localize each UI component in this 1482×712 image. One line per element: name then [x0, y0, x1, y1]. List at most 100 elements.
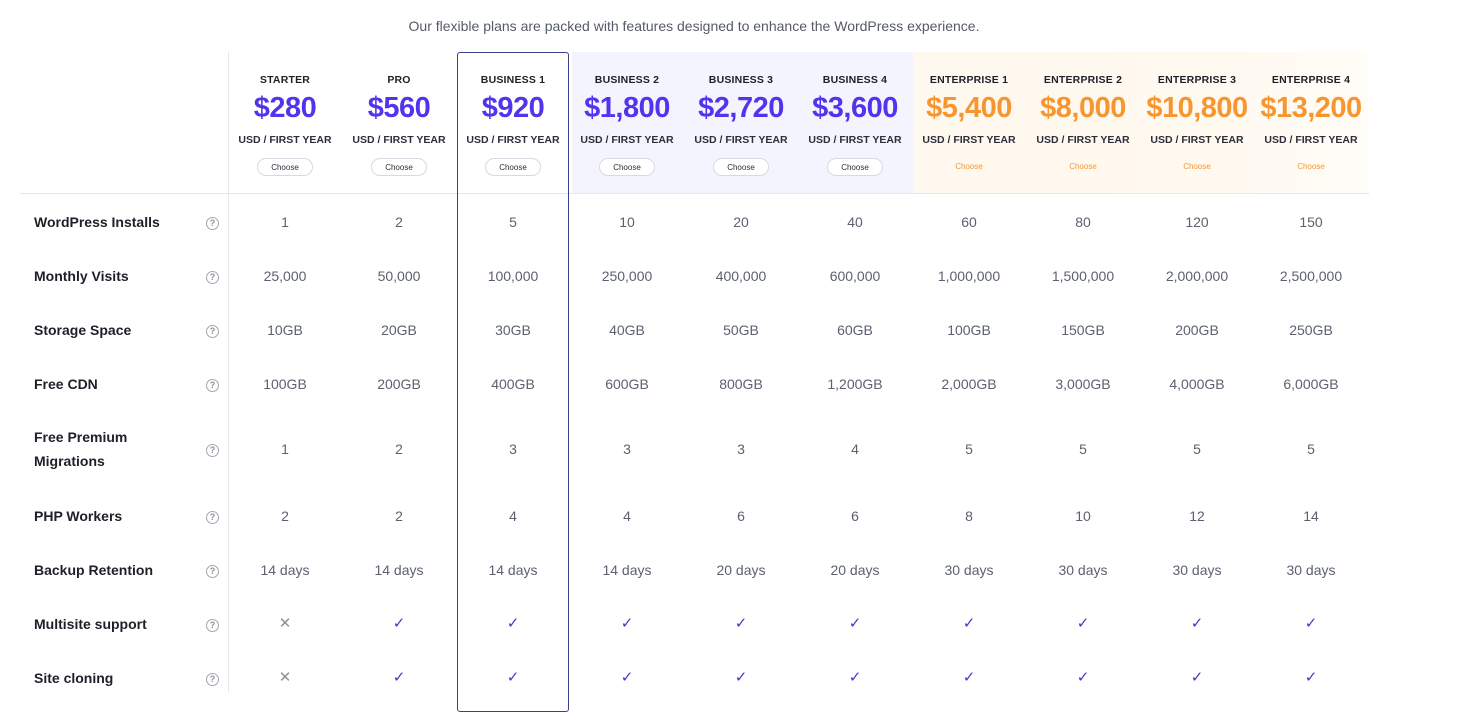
plan-name: ENTERPRISE 1: [929, 74, 1009, 86]
feature-row-php-workers: PHP Workers? 2 2 4 4 6 6 8 10 12 14: [0, 504, 1369, 528]
question-circle-icon[interactable]: ?: [206, 565, 219, 578]
feature-value: 2,000,000: [1165, 268, 1229, 284]
check-icon: ✓: [962, 615, 976, 632]
choose-starter-button[interactable]: Choose: [257, 158, 313, 176]
plan-business-1: BUSINESS 1 $920 USD / FIRST YEAR Choose: [456, 52, 570, 193]
feature-value: 50,000: [377, 268, 421, 284]
feature-value: 4: [851, 441, 859, 457]
plan-pro: PRO $560 USD / FIRST YEAR Choose: [342, 52, 456, 193]
question-circle-icon[interactable]: ?: [206, 379, 219, 392]
feature-value: 12: [1189, 508, 1205, 524]
plan-price: $560: [367, 92, 431, 124]
feature-label: Site cloning: [34, 670, 114, 686]
check-icon: ✓: [1076, 669, 1090, 686]
check-icon: ✓: [620, 615, 634, 632]
feature-value: 30 days: [1058, 562, 1108, 578]
plan-name: BUSINESS 2: [594, 74, 660, 86]
plan-period: USD / FIRST YEAR: [466, 134, 560, 146]
check-icon: ✓: [734, 615, 748, 632]
plan-period: USD / FIRST YEAR: [1150, 134, 1244, 146]
check-icon: ✓: [1076, 615, 1090, 632]
feature-value: 5: [1193, 441, 1201, 457]
feature-value: 200GB: [377, 376, 421, 392]
plan-period: USD / FIRST YEAR: [238, 134, 332, 146]
feature-value: 4: [623, 508, 631, 524]
plan-price: $920: [481, 92, 545, 124]
plan-name: STARTER: [259, 74, 311, 86]
feature-value: 5: [509, 214, 517, 230]
question-circle-icon[interactable]: ?: [206, 444, 219, 457]
feature-value: 8: [965, 508, 973, 524]
plan-name: BUSINESS 3: [708, 74, 774, 86]
check-icon: ✓: [848, 615, 862, 632]
plan-name: ENTERPRISE 2: [1043, 74, 1123, 86]
check-icon: ✓: [848, 669, 862, 686]
feature-value: 10: [619, 214, 635, 230]
choose-enterprise-1-button[interactable]: Choose: [941, 158, 997, 176]
choose-business-4-button[interactable]: Choose: [827, 158, 883, 176]
feature-value: 20 days: [716, 562, 766, 578]
choose-enterprise-4-button[interactable]: Choose: [1283, 158, 1339, 176]
feature-value: 600,000: [829, 268, 881, 284]
plan-enterprise-1: ENTERPRISE 1 $5,400 USD / FIRST YEAR Choose: [912, 52, 1026, 193]
plan-name: PRO: [387, 74, 411, 86]
cross-icon: ✕: [278, 615, 292, 632]
feature-value: 400GB: [491, 376, 535, 392]
feature-value: 50GB: [723, 322, 759, 338]
choose-business-3-button[interactable]: Choose: [713, 158, 769, 176]
choose-business-2-button[interactable]: Choose: [599, 158, 655, 176]
choose-enterprise-2-button[interactable]: Choose: [1055, 158, 1111, 176]
question-circle-icon[interactable]: ?: [206, 271, 219, 284]
plan-period: USD / FIRST YEAR: [922, 134, 1016, 146]
plan-period: USD / FIRST YEAR: [694, 134, 788, 146]
choose-business-1-button[interactable]: Choose: [485, 158, 541, 176]
feature-label: Storage Space: [34, 322, 132, 338]
plan-price: $10,800: [1146, 92, 1248, 124]
feature-value: 40GB: [609, 322, 645, 338]
feature-value: 120: [1185, 214, 1209, 230]
plan-business-2: BUSINESS 2 $1,800 USD / FIRST YEAR Choose: [570, 52, 684, 193]
plan-price: $8,000: [1040, 92, 1126, 124]
feature-value: 80: [1075, 214, 1091, 230]
feature-value: 3,000GB: [1055, 376, 1111, 392]
feature-value: 40: [847, 214, 863, 230]
feature-value: 250GB: [1289, 322, 1333, 338]
plan-name: ENTERPRISE 4: [1271, 74, 1351, 86]
question-circle-icon[interactable]: ?: [206, 673, 219, 686]
question-circle-icon[interactable]: ?: [206, 511, 219, 524]
plan-business-3: BUSINESS 3 $2,720 USD / FIRST YEAR Choose: [684, 52, 798, 193]
question-circle-icon[interactable]: ?: [206, 217, 219, 230]
plan-name: BUSINESS 1: [480, 74, 546, 86]
feature-value: 20: [733, 214, 749, 230]
feature-value: 4: [509, 508, 517, 524]
check-icon: ✓: [1190, 615, 1204, 632]
feature-row-backup-retention: Backup Retention? 14 days 14 days 14 days 14…: [0, 558, 1369, 582]
feature-value: 250,000: [601, 268, 653, 284]
feature-value: 3: [737, 441, 745, 457]
feature-value: 10: [1075, 508, 1091, 524]
feature-value: 600GB: [605, 376, 649, 392]
feature-label: Multisite support: [34, 616, 147, 632]
plan-enterprise-2: ENTERPRISE 2 $8,000 USD / FIRST YEAR Choose: [1026, 52, 1140, 193]
plan-name: BUSINESS 4: [822, 74, 888, 86]
question-circle-icon[interactable]: ?: [206, 619, 219, 632]
question-circle-icon[interactable]: ?: [206, 325, 219, 338]
feature-value: 2,000GB: [941, 376, 997, 392]
check-icon: ✓: [1304, 615, 1318, 632]
feature-value: 14 days: [602, 562, 652, 578]
check-icon: ✓: [620, 669, 634, 686]
feature-value: 20 days: [830, 562, 880, 578]
feature-value: 5: [1079, 441, 1087, 457]
choose-pro-button[interactable]: Choose: [371, 158, 427, 176]
feature-value: 30 days: [1286, 562, 1336, 578]
plan-period: USD / FIRST YEAR: [808, 134, 902, 146]
feature-value: 60GB: [837, 322, 873, 338]
feature-value: 100GB: [947, 322, 991, 338]
choose-enterprise-3-button[interactable]: Choose: [1169, 158, 1225, 176]
plan-price: $2,720: [698, 92, 784, 124]
feature-value: 400,000: [715, 268, 767, 284]
plan-enterprise-4: ENTERPRISE 4 $13,200 USD / FIRST YEAR Choos…: [1254, 52, 1368, 193]
plan-period: USD / FIRST YEAR: [1264, 134, 1358, 146]
feature-value: 1,200GB: [827, 376, 883, 392]
feature-value: 25,000: [263, 268, 307, 284]
